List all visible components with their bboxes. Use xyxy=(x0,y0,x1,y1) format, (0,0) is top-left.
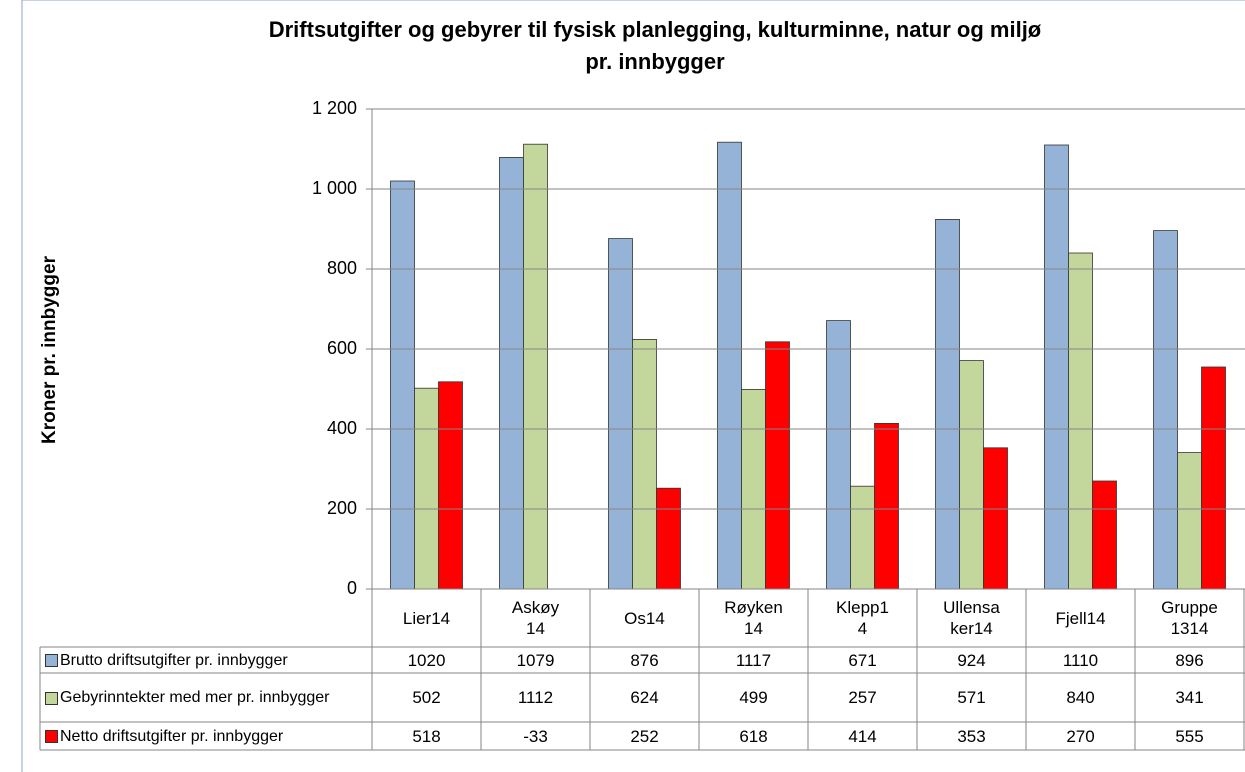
table-value: 252 xyxy=(630,726,659,746)
table-value: 518 xyxy=(412,726,441,746)
table-value: 876 xyxy=(630,650,659,670)
table-value: 618 xyxy=(739,726,768,746)
legend-key xyxy=(45,691,58,705)
table-value: 924 xyxy=(957,650,986,670)
bar xyxy=(983,447,1008,589)
bar xyxy=(390,180,415,589)
bar xyxy=(741,388,766,589)
bar xyxy=(826,320,851,589)
bar xyxy=(1044,144,1069,589)
table-value: 571 xyxy=(957,688,986,707)
table-value: 270 xyxy=(1066,726,1095,746)
chart-title: Driftsutgifter og gebyrer til fysisk pla… xyxy=(269,17,1042,74)
y-tick-label: 200 xyxy=(327,498,357,518)
bar xyxy=(850,485,875,589)
bar xyxy=(414,387,439,589)
bar xyxy=(717,141,742,589)
x-tick-label: Os14 xyxy=(624,608,665,628)
table-value: 624 xyxy=(630,688,659,707)
bar xyxy=(656,487,681,589)
bar xyxy=(608,238,633,589)
legend-key xyxy=(45,654,58,667)
table-value: 1117 xyxy=(735,650,772,670)
table-value: 555 xyxy=(1175,726,1204,746)
table-value: 257 xyxy=(848,688,877,707)
table-value: 671 xyxy=(848,650,877,670)
table-value: 353 xyxy=(957,726,986,746)
table-value: 499 xyxy=(739,688,768,707)
table-value: 502 xyxy=(412,688,441,707)
bar xyxy=(1068,252,1093,589)
x-tick-label: Røyken14 xyxy=(724,598,783,638)
x-tick-label: Askøy 14 xyxy=(511,598,560,638)
bar xyxy=(874,422,899,589)
table-value: -33 xyxy=(523,726,548,746)
table-value: 840 xyxy=(1066,688,1095,707)
table-value: 1112 xyxy=(517,688,554,707)
y-tick-label: 600 xyxy=(327,338,357,358)
y-tick-label: 800 xyxy=(327,258,357,278)
bar xyxy=(959,360,984,589)
legend-key xyxy=(45,730,58,743)
table-value: 341 xyxy=(1175,688,1204,707)
x-tick-label: Ullensaker14 xyxy=(943,598,1000,638)
x-tick-label: Klepp14 xyxy=(836,598,889,638)
table-value: 896 xyxy=(1175,650,1204,670)
bars xyxy=(390,141,1226,589)
y-axis-label: Kroner pr. innbygger xyxy=(39,255,60,444)
x-tick-label: Gruppe 1314 xyxy=(1161,598,1218,638)
y-tick-label: 1 200 xyxy=(312,98,357,118)
bar xyxy=(632,338,657,589)
bar xyxy=(1153,230,1178,589)
bar xyxy=(765,341,790,589)
table-value: 1110 xyxy=(1062,650,1099,670)
x-tick-label: Fjell14 xyxy=(1055,608,1106,628)
legend-label: Brutto driftsutgifter pr. innbygger xyxy=(60,651,288,669)
y-tick-label: 1 000 xyxy=(312,178,357,198)
table-value: 1079 xyxy=(516,650,555,670)
x-tick-label: Lier14 xyxy=(402,608,451,628)
frame xyxy=(21,0,1245,772)
bar xyxy=(523,143,548,589)
table-value: 414 xyxy=(848,726,877,746)
legend-label: Gebyrinntekter med mer pr. innbygger xyxy=(60,689,330,706)
bar xyxy=(1177,452,1202,589)
bar xyxy=(1201,366,1226,589)
table-value: 1020 xyxy=(407,650,446,670)
legend-label: Netto driftsutgifter pr. innbygger xyxy=(60,727,284,745)
bar xyxy=(935,218,960,589)
bar xyxy=(499,156,524,589)
y-tick-label: 400 xyxy=(327,418,357,438)
bar xyxy=(1092,480,1117,589)
y-tick-label: 0 xyxy=(347,578,357,598)
bar xyxy=(438,381,463,589)
